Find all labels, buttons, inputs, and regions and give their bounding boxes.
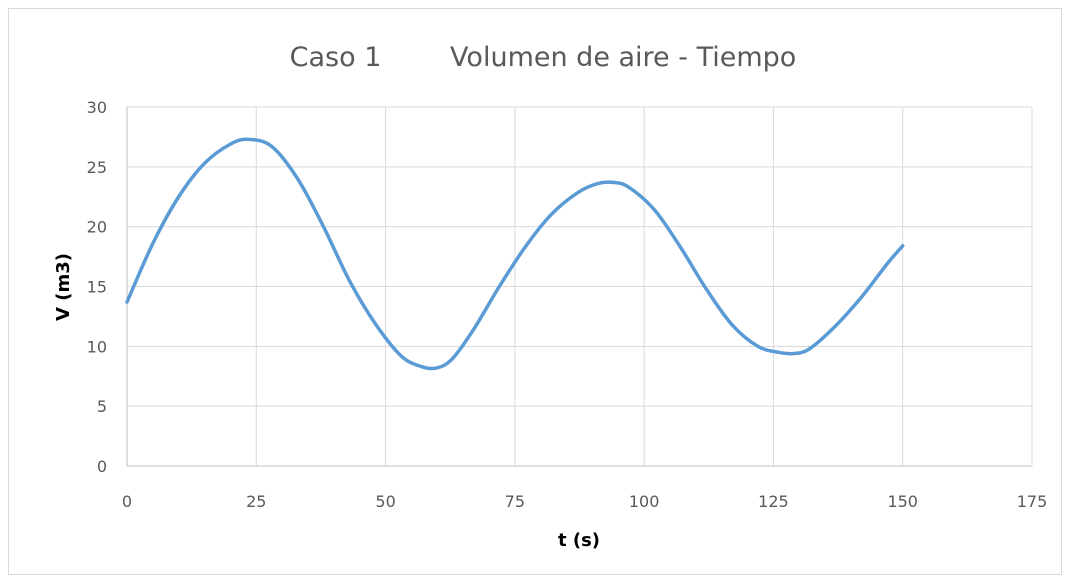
chart-frame: Caso 1 Volumen de aire - Tiempo 0 5 10 15 20… <box>8 8 1062 575</box>
y-tick-label-0: 0 <box>97 457 107 476</box>
y-tick-label-15: 15 <box>87 278 107 297</box>
x-tick-label-75: 75 <box>505 492 525 511</box>
chart-svg: Caso 1 Volumen de aire - Tiempo 0 5 10 15 20… <box>53 42 1048 551</box>
chart-title: Caso 1 Volumen de aire - Tiempo <box>290 42 797 73</box>
y-tick-label-5: 5 <box>97 397 107 416</box>
tick-layer: 0 5 10 15 20 25 30 0 25 50 75 100 125 150 175 <box>87 98 1048 511</box>
x-tick-label-175: 175 <box>1017 492 1048 511</box>
axis-layer <box>126 107 1032 467</box>
x-tick-label-125: 125 <box>758 492 789 511</box>
y-tick-label-20: 20 <box>87 218 107 237</box>
x-tick-label-0: 0 <box>122 492 132 511</box>
x-tick-label-150: 150 <box>887 492 918 511</box>
x-axis-label: t (s) <box>558 530 600 551</box>
series-line-0 <box>125 137 905 371</box>
y-tick-label-25: 25 <box>87 158 107 177</box>
grid-layer <box>127 106 1033 466</box>
x-tick-label-50: 50 <box>375 492 395 511</box>
series-layer <box>125 137 905 371</box>
y-tick-label-30: 30 <box>87 98 107 117</box>
y-tick-label-10: 10 <box>87 337 107 356</box>
x-tick-label-25: 25 <box>246 492 266 511</box>
x-tick-label-100: 100 <box>629 492 660 511</box>
y-axis-label: V (m3) <box>53 253 74 321</box>
